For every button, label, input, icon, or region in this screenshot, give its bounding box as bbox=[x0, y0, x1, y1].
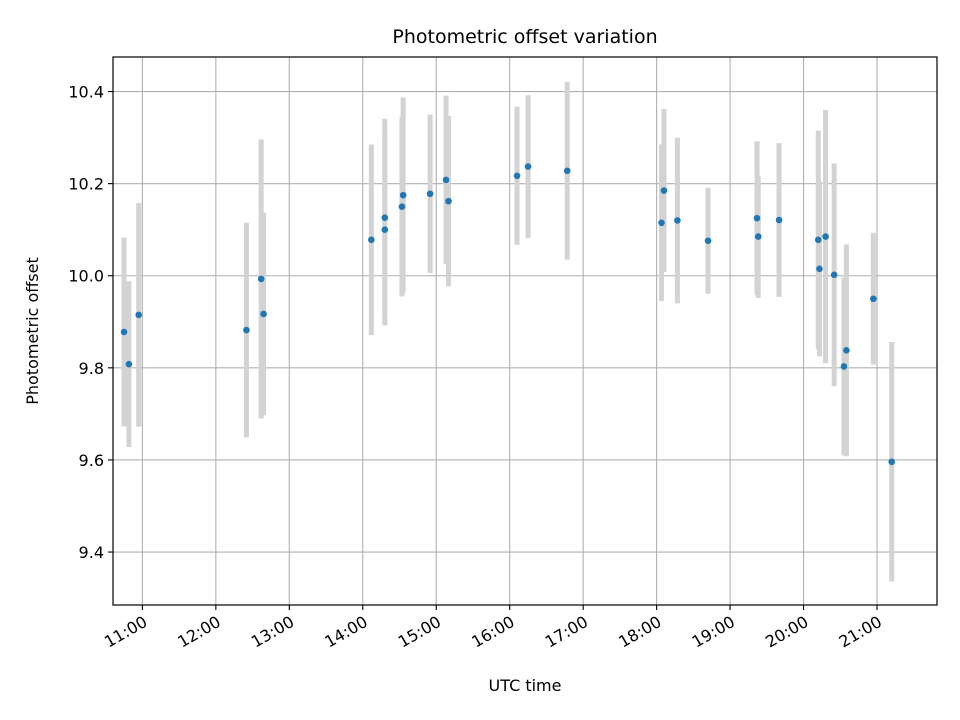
data-point bbox=[125, 360, 133, 368]
x-tick-label: 12:00 bbox=[174, 612, 223, 652]
data-point bbox=[513, 172, 521, 180]
data-point bbox=[524, 163, 532, 170]
data-point bbox=[660, 187, 668, 194]
y-tick-label: 9.6 bbox=[79, 451, 104, 470]
data-point bbox=[442, 176, 450, 184]
data-point bbox=[658, 219, 665, 227]
data-point bbox=[260, 310, 267, 318]
plot-frame bbox=[112, 56, 938, 606]
data-point bbox=[399, 191, 407, 199]
data-point bbox=[816, 265, 823, 273]
data-point bbox=[135, 311, 143, 319]
data-point bbox=[563, 167, 571, 175]
data-point bbox=[888, 458, 895, 466]
chart-title: Photometric offset variation bbox=[392, 26, 657, 48]
x-tick-label: 14:00 bbox=[321, 612, 370, 652]
x-tick-label: 21:00 bbox=[836, 612, 885, 652]
x-tick-label: 18:00 bbox=[615, 612, 664, 652]
y-tick-label: 10.0 bbox=[68, 267, 104, 286]
y-tick-label: 9.4 bbox=[79, 543, 104, 562]
x-axis-label: UTC time bbox=[489, 676, 562, 695]
x-tick-label: 19:00 bbox=[689, 612, 738, 652]
y-tick-label: 10.2 bbox=[68, 175, 104, 194]
x-tick-label: 20:00 bbox=[762, 612, 811, 652]
data-point bbox=[830, 271, 838, 279]
x-tick-label: 15:00 bbox=[395, 612, 444, 652]
data-point bbox=[257, 275, 265, 283]
data-point bbox=[368, 236, 375, 244]
grid bbox=[113, 57, 937, 605]
y-tick-label: 10.4 bbox=[68, 83, 104, 102]
data-point bbox=[398, 203, 406, 210]
data-point bbox=[814, 236, 822, 244]
data-point bbox=[426, 190, 434, 198]
error-bars bbox=[121, 81, 895, 582]
data-point bbox=[840, 363, 848, 370]
data-point bbox=[381, 214, 389, 222]
data-point bbox=[445, 197, 452, 205]
data-point bbox=[381, 226, 389, 233]
data-point bbox=[753, 214, 761, 222]
x-tick-label: 11:00 bbox=[101, 612, 150, 652]
x-tick-label: 13:00 bbox=[248, 612, 297, 652]
x-tick-label: 17:00 bbox=[542, 612, 591, 652]
data-point bbox=[775, 216, 783, 224]
x-axis-ticks: 11:00 12:00 13:00 14:00 15:00 16:00 17:00 18:00… bbox=[101, 605, 885, 652]
data-points bbox=[120, 163, 895, 466]
data-point bbox=[754, 233, 762, 240]
data-point bbox=[674, 217, 681, 224]
y-tick-label: 9.8 bbox=[79, 359, 104, 378]
data-point bbox=[704, 237, 712, 245]
data-point bbox=[843, 347, 850, 354]
data-point bbox=[120, 328, 128, 336]
y-axis-label: Photometric offset bbox=[23, 257, 42, 405]
data-point bbox=[243, 326, 250, 334]
y-axis-ticks: 9.4 9.6 9.8 10.0 10.2 10.4 bbox=[68, 83, 113, 562]
x-tick-label: 16:00 bbox=[468, 612, 517, 652]
data-point bbox=[870, 295, 877, 303]
data-point bbox=[822, 233, 829, 240]
